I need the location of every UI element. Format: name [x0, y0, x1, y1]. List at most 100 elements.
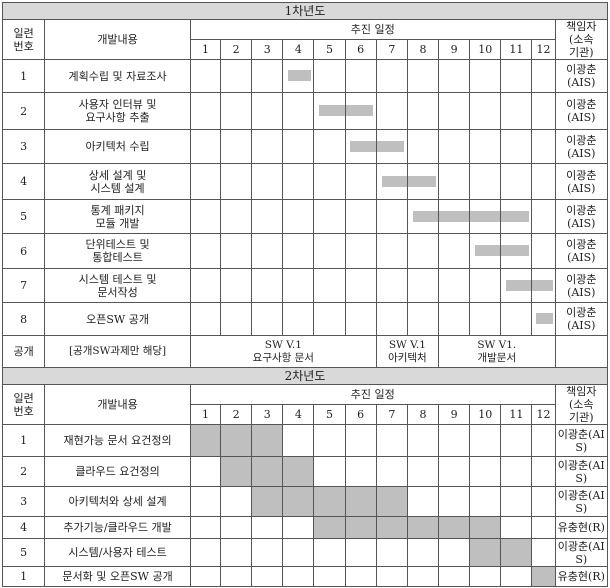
month-cell	[500, 129, 533, 164]
month-cell	[313, 233, 346, 269]
month-cell	[500, 92, 533, 130]
month-cell	[375, 566, 408, 587]
month-cell	[189, 456, 222, 487]
month-header: 5	[313, 404, 346, 425]
gantt-filled-cell	[251, 424, 284, 457]
month-header: 2	[220, 404, 253, 425]
owner: 이광춘 (AIS)	[554, 92, 609, 130]
month-cell	[406, 268, 440, 303]
task-name: 단위테스트 및 통합테스트	[44, 233, 191, 269]
month-cell	[469, 268, 502, 303]
month-cell	[189, 566, 222, 587]
month-header: 9	[438, 404, 471, 425]
month-cell	[189, 59, 222, 93]
month-cell	[531, 516, 556, 539]
month-cell	[438, 199, 471, 234]
month-cell	[282, 92, 315, 130]
gantt-bar	[501, 210, 530, 222]
month-header: 8	[406, 39, 440, 60]
month-cell	[344, 456, 377, 487]
month-cell	[500, 516, 533, 539]
month-header: 3	[251, 404, 284, 425]
month-cell	[344, 566, 377, 587]
month-cell	[313, 566, 346, 587]
publish-note: [공개SW과제만 해당]	[44, 335, 191, 368]
month-cell	[500, 486, 533, 517]
month-cell	[469, 233, 502, 269]
task-name: 재현가능 문서 요건정의	[44, 424, 191, 457]
task-name: 추가기능/클라우드 개발	[44, 516, 191, 539]
month-cell	[344, 163, 377, 200]
month-cell	[438, 486, 471, 517]
gantt-bar	[412, 210, 438, 222]
month-cell	[313, 538, 346, 567]
month-header: 11	[500, 404, 533, 425]
table-row: 7 시스템 테스트 및 문서작성 이광춘 (AIS)	[1, 268, 609, 303]
gantt-bar	[501, 245, 530, 256]
month-cell	[500, 163, 533, 200]
month-cell	[469, 129, 502, 164]
month-header: 10	[469, 404, 502, 425]
col-header-schedule: 추진 일정	[189, 19, 556, 40]
month-cell	[438, 302, 471, 336]
month-cell	[531, 424, 556, 457]
col-header-content: 개발내용	[44, 384, 191, 425]
month-cell	[375, 456, 408, 487]
task-name: 시스템 테스트 및 문서작성	[44, 268, 191, 303]
month-header: 1	[189, 39, 222, 60]
row-number: 1	[1, 424, 46, 457]
month-cell	[469, 456, 502, 487]
owner: 이광춘 (AIS)	[554, 233, 609, 269]
gantt-bar	[288, 70, 312, 81]
table-row: 1 재현가능 문서 요건정의 이광춘(AI S)	[1, 424, 609, 457]
month-cell	[500, 566, 533, 587]
task-name: 시스템/사용자 테스트	[44, 538, 191, 567]
gantt-bar	[474, 245, 500, 256]
month-cell	[406, 566, 440, 587]
month-cell	[220, 59, 253, 93]
row-number: 2	[1, 92, 46, 130]
gantt-filled-cell	[251, 456, 284, 487]
month-cell	[313, 92, 346, 130]
month-cell	[220, 199, 253, 234]
task-name: 아키텍처와 상세 설계	[44, 486, 191, 517]
month-cell	[406, 456, 440, 487]
month-cell	[375, 129, 408, 164]
month-cell	[282, 538, 315, 567]
month-cell	[220, 233, 253, 269]
month-cell	[469, 424, 502, 457]
month-header: 1	[189, 404, 222, 425]
row-number: 4	[1, 516, 46, 539]
month-cell	[251, 92, 284, 130]
owner: 이광춘 (AIS)	[554, 163, 609, 200]
month-cell	[375, 233, 408, 269]
month-cell	[189, 268, 222, 303]
month-cell	[344, 92, 377, 130]
row-number: 6	[1, 233, 46, 269]
table-row: 3 아키텍처와 상세 설계 이광춘(AI S)	[1, 486, 609, 517]
month-cell	[313, 424, 346, 457]
month-cell	[375, 59, 408, 93]
month-cell	[282, 233, 315, 269]
table-row: 5 통계 패키지 모듈 개발 이광춘 (AIS)	[1, 199, 609, 234]
month-cell	[375, 199, 408, 234]
month-cell	[189, 199, 222, 234]
table-row: 1 문서화 및 오픈SW 공개 유충현(R)	[1, 566, 609, 587]
month-cell	[531, 92, 556, 130]
col-header-no: 일련 번호	[1, 384, 46, 425]
month-cell	[375, 163, 408, 200]
month-cell	[531, 233, 556, 269]
month-cell	[469, 566, 502, 587]
month-cell	[438, 456, 471, 487]
owner: 유충현(R)	[554, 566, 609, 587]
month-cell	[189, 92, 222, 130]
row-number: 4	[1, 163, 46, 200]
month-cell	[406, 538, 440, 567]
gantt-filled-cell	[500, 538, 533, 567]
year1-title: 1차년도	[2, 2, 608, 20]
task-name: 상세 설계 및 시스템 설계	[44, 163, 191, 200]
task-name: 사용자 인터뷰 및 요구사항 추출	[44, 92, 191, 130]
month-cell	[438, 129, 471, 164]
